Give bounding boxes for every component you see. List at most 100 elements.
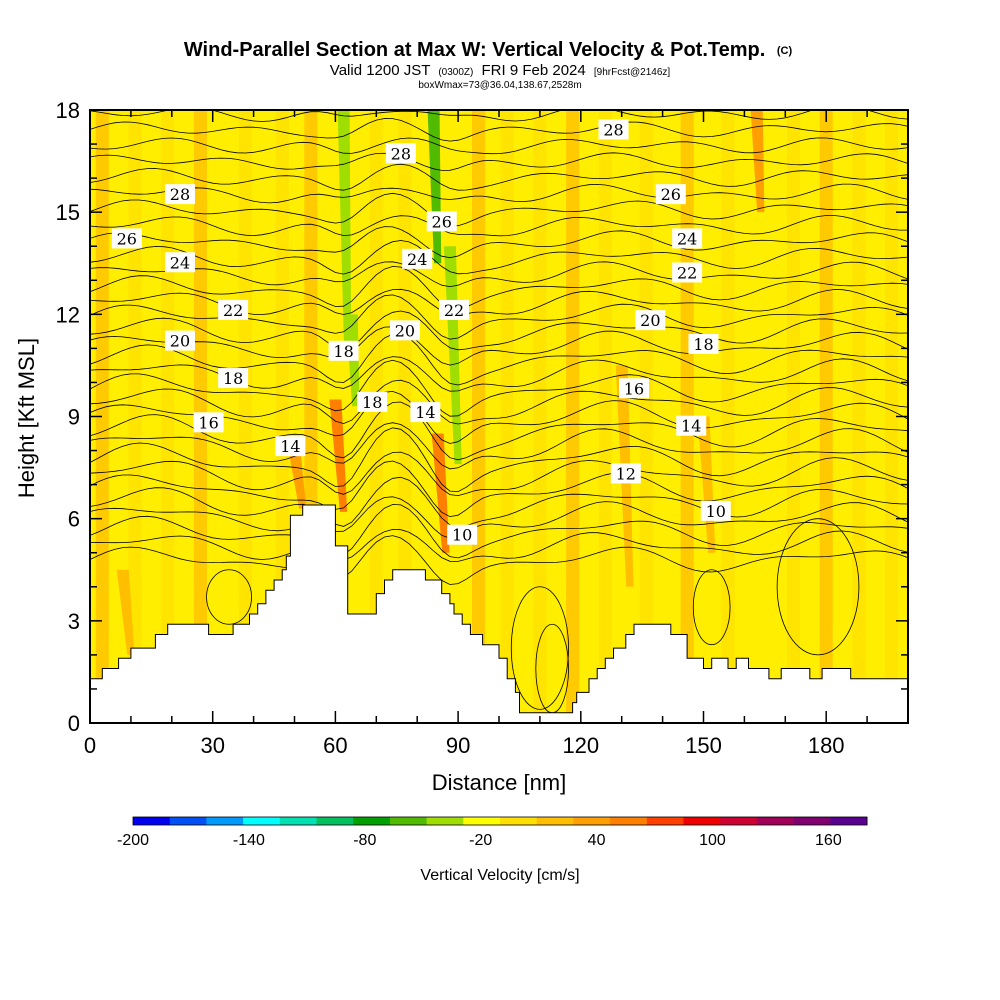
theta-contour (90, 476, 908, 528)
theta-contours (90, 110, 908, 714)
contour-label: 28 (385, 143, 416, 164)
contour-label: 12 (610, 463, 641, 484)
velocity-feature (750, 110, 765, 213)
theta-contour (90, 215, 908, 237)
svg-text:10: 10 (706, 502, 726, 521)
velocity-band (472, 110, 486, 723)
theta-contour-closed (692, 569, 731, 646)
theta-contour-closed (510, 586, 569, 710)
svg-text:24: 24 (677, 229, 697, 248)
chart-subtitle: Valid 1200 JST (0300Z) FRI 9 Feb 2024 [9… (330, 62, 671, 79)
contour-label: 18 (328, 340, 359, 361)
terrain (90, 504, 908, 723)
contour-label: 24 (672, 228, 703, 249)
theta-contour (90, 359, 908, 417)
velocity-feature (288, 450, 307, 509)
contour-label: 26 (426, 211, 457, 232)
contour-label: 20 (164, 330, 195, 351)
contour-label: 24 (402, 248, 433, 269)
colorbar-swatch (500, 817, 538, 825)
contour-label: 16 (618, 378, 649, 399)
contour-label: 10 (700, 500, 731, 521)
svg-text:24: 24 (170, 253, 190, 272)
x-tick-label: 30 (200, 733, 224, 758)
x-tick-label: 90 (446, 733, 470, 758)
svg-text:10: 10 (452, 526, 472, 545)
colorbar-tick-label: -200 (117, 832, 149, 849)
y-tick-label: 0 (68, 711, 80, 736)
y-tick-label: 12 (56, 302, 80, 327)
chart-title: Wind-Parallel Section at Max W: Vertical… (184, 39, 793, 61)
svg-text:26: 26 (117, 229, 137, 248)
velocity-feature (329, 399, 348, 512)
y-axis-label: Height [Kft MSL] (14, 338, 39, 498)
velocity-band (885, 110, 899, 723)
colorbar-swatch (133, 817, 171, 825)
theta-contour (90, 163, 908, 191)
colorbar-swatch (169, 817, 207, 825)
velocity-feature (116, 569, 135, 655)
x-tick-label: 60 (323, 733, 347, 758)
contour-label: 28 (164, 184, 195, 205)
contour-label: 14 (410, 402, 441, 423)
velocity-band (566, 110, 580, 723)
contour-label: 18 (218, 368, 249, 389)
svg-text:28: 28 (391, 144, 411, 163)
svg-text:14: 14 (415, 403, 435, 422)
colorbar-tick-label: -20 (469, 832, 492, 849)
colorbar-swatch (793, 817, 831, 825)
svg-text:22: 22 (444, 301, 464, 320)
colorbar-swatch (463, 817, 501, 825)
contour-label: 16 (193, 412, 224, 433)
colorbar-tick-label: 40 (588, 832, 606, 849)
velocity-band (598, 110, 612, 723)
contour-labels: 28 26 24 22 20 18 16 14 18 18 28 26 24 22 20 14 10 28 26 24… (111, 119, 731, 545)
velocity-band (639, 110, 653, 723)
theta-contour (90, 401, 908, 461)
theta-contour (90, 326, 908, 366)
contour-label: 22 (672, 262, 703, 283)
x-tick-label: 180 (808, 733, 845, 758)
theta-contour-closed (206, 569, 252, 625)
svg-text:16: 16 (198, 413, 218, 432)
contour-label: 18 (688, 333, 719, 354)
svg-text:22: 22 (677, 263, 697, 282)
colorbar-tick-label: 160 (815, 832, 842, 849)
svg-text:16: 16 (624, 379, 644, 398)
x-tick-label: 0 (84, 733, 96, 758)
theta-contour (90, 261, 908, 288)
colorbar-tick-label: -80 (353, 832, 376, 849)
colorbar-label: Vertical Velocity [cm/s] (420, 867, 579, 884)
contour-label: 24 (164, 252, 195, 273)
y-tick-label: 3 (68, 609, 80, 634)
colorbar-swatch (683, 817, 721, 825)
svg-text:18: 18 (362, 393, 382, 412)
velocity-band (500, 110, 514, 723)
colorbar-swatch (426, 817, 464, 825)
svg-text:18: 18 (693, 335, 713, 354)
colorbar-swatch (316, 817, 354, 825)
theta-contour (90, 496, 908, 539)
contour-label: 18 (357, 391, 388, 412)
theta-contour (90, 152, 908, 171)
theta-contour (90, 183, 908, 204)
x-axis-label: Distance [nm] (432, 770, 567, 795)
theta-contour (90, 226, 908, 259)
contour-label: 20 (635, 310, 666, 331)
svg-text:28: 28 (603, 120, 623, 139)
colorbar-swatch (353, 817, 391, 825)
theta-contour (90, 460, 908, 518)
colorbar-swatch (389, 817, 428, 825)
title-suffix: (C) (777, 45, 793, 57)
plot-area: 28 26 24 22 20 18 16 14 18 18 28 26 24 22 20 14 10 28 26 24… (90, 110, 908, 723)
svg-text:26: 26 (432, 212, 452, 231)
velocity-band (819, 110, 833, 723)
theta-contour-closed (776, 518, 860, 656)
x-axis: 0 30 60 90 120 150 180 (84, 110, 909, 758)
colorbar-swatch (206, 817, 244, 825)
theta-contour (90, 504, 908, 559)
svg-text:20: 20 (640, 311, 660, 330)
colorbar-swatch (756, 817, 795, 825)
colorbar-tick-label: -140 (233, 832, 265, 849)
chart-subtitle-line2: boxWmax=73@36.04,138.67,2528m (418, 80, 581, 91)
